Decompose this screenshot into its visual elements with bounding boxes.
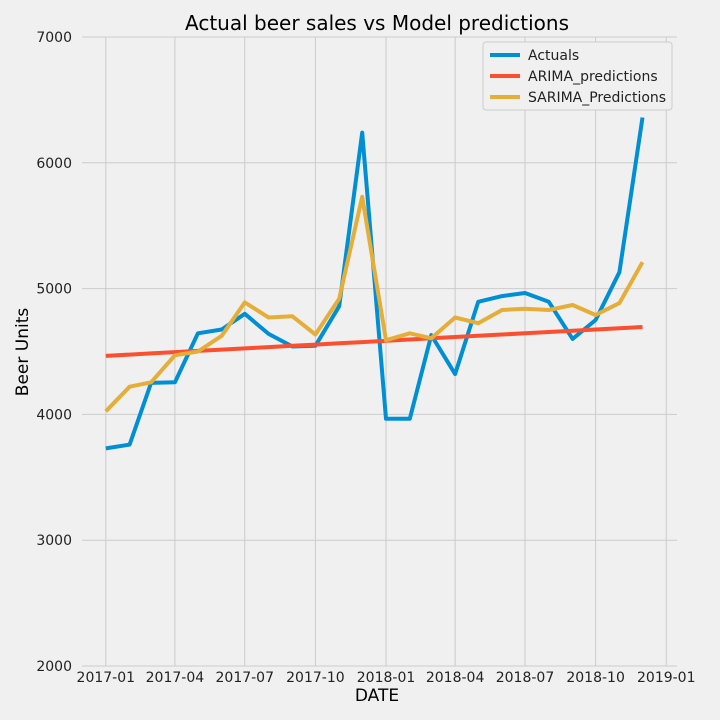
x-tick-label: 2017-01 — [77, 670, 136, 686]
legend-label-sarima: SARIMA_Predictions — [528, 90, 666, 106]
legend-label-actuals: Actuals — [528, 48, 579, 64]
y-axis-title: Beer Units — [13, 308, 33, 397]
x-tick-label: 2018-04 — [426, 670, 485, 686]
y-tick-label: 6000 — [36, 156, 72, 172]
legend-label-arima: ARIMA_predictions — [528, 69, 658, 85]
x-tick-label: 2017-04 — [146, 670, 205, 686]
y-tick-label: 2000 — [36, 659, 72, 675]
x-tick-label: 2019-01 — [637, 670, 696, 686]
y-tick-label: 5000 — [36, 282, 72, 298]
chart-title: Actual beer sales vs Model predictions — [185, 11, 569, 35]
y-tick-label: 7000 — [36, 30, 72, 46]
x-tick-label: 2017-10 — [286, 670, 345, 686]
series-lines — [104, 117, 645, 451]
x-tick-label: 2018-10 — [566, 670, 625, 686]
x-tick-label: 2018-01 — [357, 670, 416, 686]
x-tick-label: 2017-07 — [216, 670, 275, 686]
tick-labels: 2000 3000 4000 5000 6000 7000 2017-01 2017-04 20… — [36, 30, 695, 686]
series-line-sarima-predictions — [104, 194, 645, 413]
y-tick-label: 4000 — [36, 407, 72, 423]
x-axis-title: DATE — [355, 686, 399, 706]
legend: Actuals ARIMA_predictions SARIMA_Predict… — [482, 41, 673, 111]
legend-box — [482, 41, 673, 111]
x-tick-label: 2018-07 — [496, 670, 555, 686]
grid — [82, 36, 677, 667]
y-tick-label: 3000 — [36, 533, 72, 549]
